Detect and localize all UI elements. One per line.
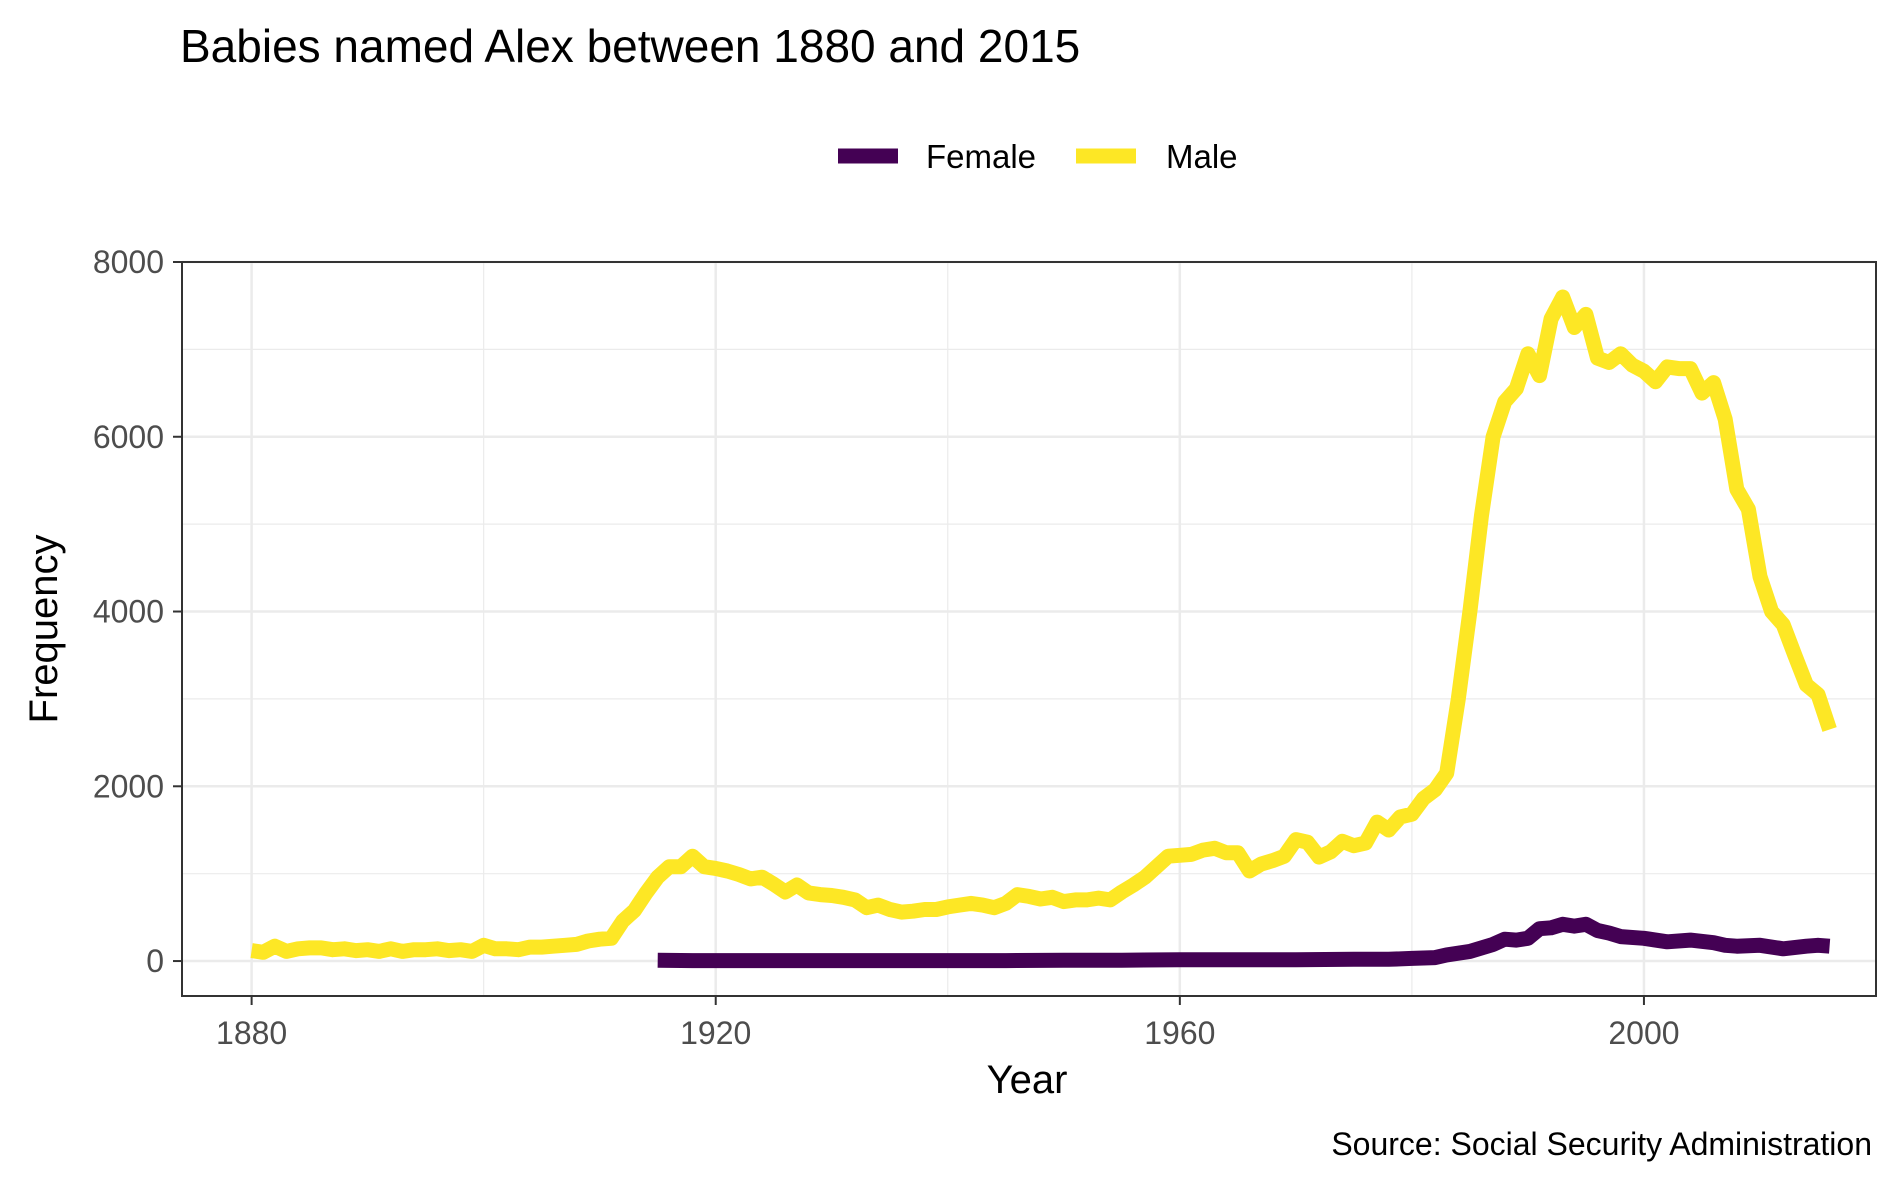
x-axis-title: Year: [987, 1058, 1068, 1102]
plot-panel-border: [181, 261, 1877, 997]
y-tick-label: 4000: [93, 594, 164, 630]
legend: Female Male: [838, 138, 1238, 175]
axis-ticks: 1880 1920 1960 2000 0 2000 4000 6000 8000: [93, 244, 1680, 1051]
y-tick-label: 6000: [93, 419, 164, 455]
y-tick-label: 8000: [93, 244, 164, 280]
y-tick-label: 0: [146, 943, 164, 979]
x-tick-label: 1880: [216, 1015, 287, 1051]
series-line-male: [250, 289, 1837, 960]
series-line-female: [657, 916, 1831, 969]
x-tick-label: 1960: [1144, 1015, 1215, 1051]
grid: [182, 260, 1876, 996]
y-tick-label: 2000: [93, 768, 164, 804]
legend-label-female: Female: [926, 138, 1036, 175]
chart-caption: Source: Social Security Administration: [1331, 1126, 1872, 1162]
series-lines: [250, 289, 1837, 969]
legend-label-male: Male: [1166, 138, 1238, 175]
chart-title: Babies named Alex between 1880 and 2015: [180, 20, 1080, 72]
x-tick-label: 1920: [680, 1015, 751, 1051]
plot-panel: [182, 262, 1876, 996]
x-tick-label: 2000: [1608, 1015, 1679, 1051]
y-axis-title: Frequency: [22, 535, 66, 724]
